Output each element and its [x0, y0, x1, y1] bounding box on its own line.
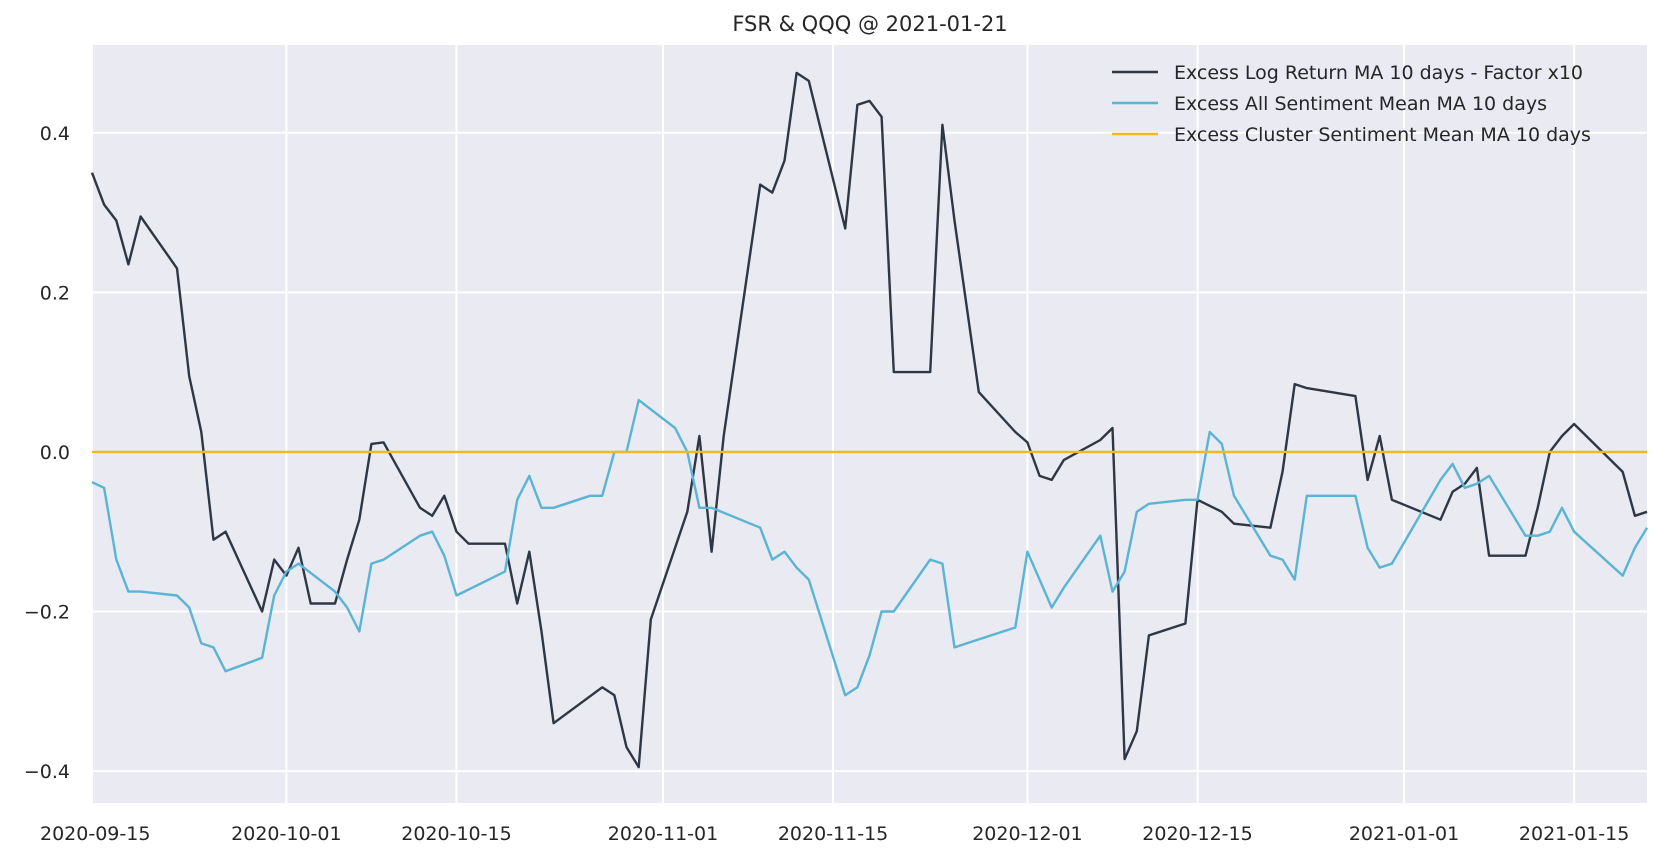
chart-title: FSR & QQQ @ 2021-01-21 [732, 12, 1007, 36]
plot-area [92, 45, 1647, 803]
y-tick-label: 0.2 [40, 282, 70, 304]
y-tick-label: −0.4 [24, 761, 70, 783]
x-tick-label: 2020-10-01 [231, 823, 341, 845]
legend: Excess Log Return MA 10 days - Factor x1… [1112, 62, 1591, 146]
x-tick-label: 2021-01-01 [1349, 823, 1459, 845]
x-tick-label: 2020-09-15 [40, 823, 150, 845]
x-tick-label: 2020-12-01 [972, 823, 1082, 845]
x-tick-label: 2020-11-01 [608, 823, 718, 845]
series-line-1 [90, 71, 1648, 769]
legend-label-3: Excess Cluster Sentiment Mean MA 10 days [1174, 124, 1591, 146]
x-tick-label: 2020-10-15 [401, 823, 511, 845]
y-tick-label: 0.0 [40, 442, 70, 464]
x-tick-label: 2020-11-15 [778, 823, 888, 845]
series-line-2 [91, 398, 1649, 697]
x-tick-labels: 2020-09-15 2020-10-01 2020-10-15 2020-11-01… [40, 823, 1629, 845]
series-layer [90, 71, 1649, 769]
x-tick-label: 2021-01-15 [1519, 823, 1629, 845]
y-tick-labels: −0.4 −0.2 0.0 0.2 0.4 [24, 123, 70, 783]
legend-label-1: Excess Log Return MA 10 days - Factor x1… [1174, 62, 1583, 84]
y-tick-label: 0.4 [40, 123, 70, 145]
y-tick-label: −0.2 [24, 602, 70, 624]
legend-label-2: Excess All Sentiment Mean MA 10 days [1174, 93, 1547, 115]
x-tick-label: 2020-12-15 [1142, 823, 1252, 845]
